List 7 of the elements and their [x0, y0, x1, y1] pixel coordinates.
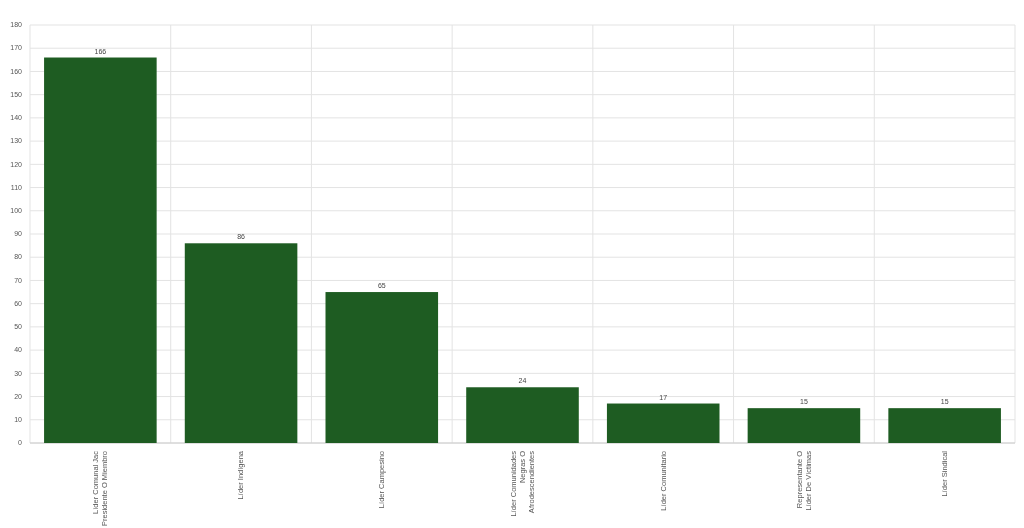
bar	[44, 57, 157, 443]
bar	[184, 243, 298, 443]
bar	[888, 408, 1001, 443]
bar	[325, 292, 439, 443]
bar	[747, 408, 861, 443]
bar	[466, 387, 579, 443]
bar	[606, 403, 720, 443]
